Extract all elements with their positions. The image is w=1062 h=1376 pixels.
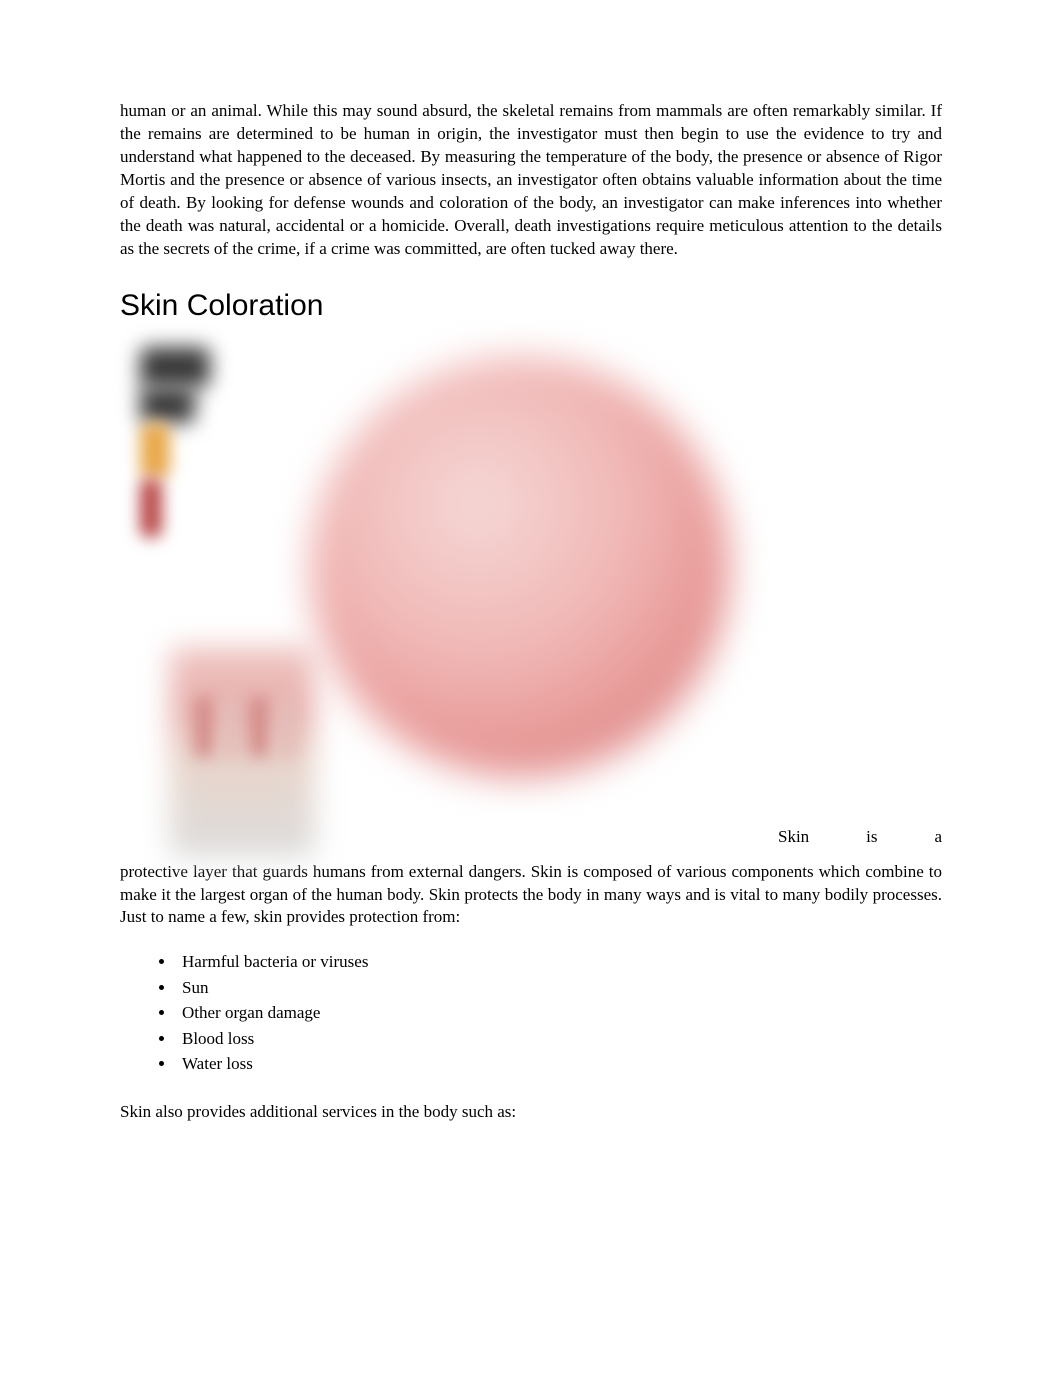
diagram-strip	[278, 697, 296, 757]
list-item: Blood loss	[176, 1026, 942, 1052]
list-item: Water loss	[176, 1051, 942, 1077]
section-heading-skin-coloration: Skin Coloration	[120, 289, 942, 323]
closing-line: Skin also provides additional services i…	[120, 1101, 942, 1124]
list-item: Sun	[176, 975, 942, 1001]
diagram-strip	[250, 697, 268, 757]
skin-diagram-illustration	[140, 347, 760, 857]
after-image-paragraph: protective layer that guards humans from…	[120, 861, 942, 930]
diagram-accent	[140, 478, 162, 538]
list-item: Harmful bacteria or viruses	[176, 949, 942, 975]
image-trail-text: Skin is a	[760, 826, 942, 857]
diagram-label-block	[140, 387, 195, 423]
diagram-label-block	[140, 347, 210, 387]
list-item: Other organ damage	[176, 1000, 942, 1026]
diagram-main-circle	[310, 357, 730, 777]
diagram-accent	[140, 423, 170, 478]
intro-paragraph: human or an animal. While this may sound…	[120, 100, 942, 261]
image-row: Skin is a	[120, 347, 942, 857]
document-page: human or an animal. While this may sound…	[0, 0, 1062, 1184]
diagram-strip	[195, 697, 213, 757]
diagram-strip	[222, 697, 240, 757]
protection-bullet-list: Harmful bacteria or viruses Sun Other or…	[176, 949, 942, 1077]
